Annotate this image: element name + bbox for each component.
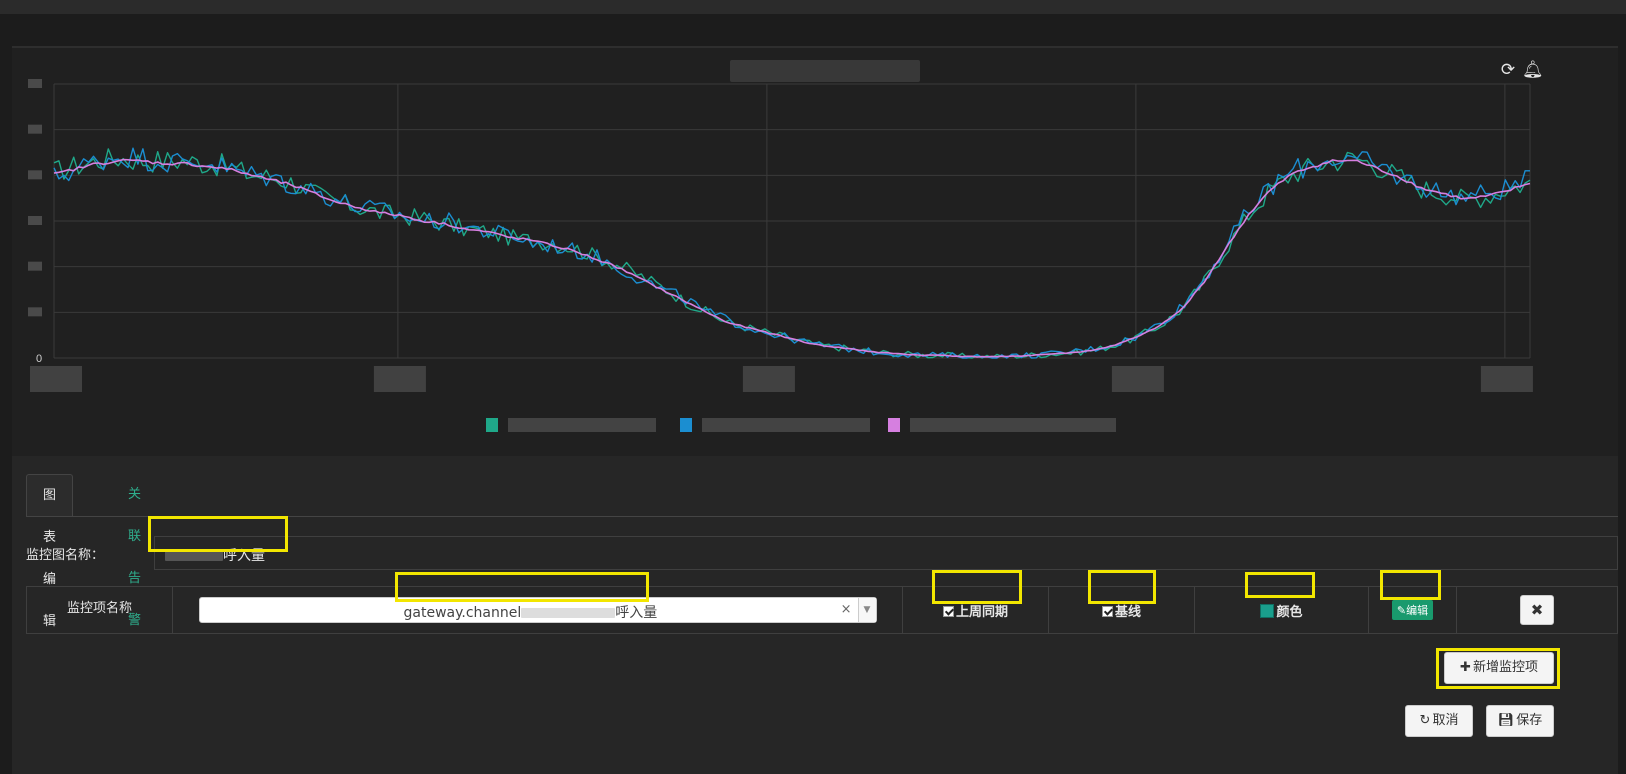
y-tick-label-redacted	[28, 307, 42, 317]
legend-label-redacted	[910, 418, 1116, 432]
redacted-text	[521, 608, 616, 618]
baseline-checkbox[interactable]: 基线	[1101, 605, 1141, 620]
y-tick-label-redacted	[28, 261, 42, 271]
tab-chart-edit[interactable]: 图表编辑	[26, 474, 74, 629]
chart-name-label: 监控图名称：	[26, 548, 105, 563]
x-tick-label-redacted	[1480, 366, 1533, 392]
edit-button[interactable]: ✎编辑	[1391, 600, 1434, 620]
refresh-icon[interactable]: ⟳	[1500, 60, 1516, 80]
chart-title-redacted	[730, 60, 920, 82]
clear-icon[interactable]: ×	[840, 602, 852, 617]
legend-label-redacted	[702, 418, 870, 432]
series-line	[53, 158, 1531, 358]
y-tick-label-redacted	[28, 79, 42, 88]
x-tick-label-redacted	[742, 366, 795, 392]
legend-swatch	[888, 418, 900, 432]
chart-name-input[interactable]: 呼入量	[154, 536, 1618, 570]
color-picker[interactable]: 颜色	[1260, 603, 1303, 620]
checkbox-checked-icon	[942, 605, 954, 617]
x-tick-label-redacted	[30, 366, 82, 392]
alarm-bell-icon[interactable]: 🔔︎	[1522, 60, 1544, 80]
x-tick-label-redacted	[1111, 366, 1164, 392]
last-week-checkbox[interactable]: 上周同期	[942, 605, 1008, 620]
y-tick-label-redacted	[28, 216, 42, 225]
series-line	[53, 148, 1531, 359]
table-row: 监控项名称 gateway.channel 呼入量 × ▼ 上周同期 基线 颜色 …	[26, 586, 1618, 634]
top-bar	[0, 0, 1626, 14]
cancel-button[interactable]: ↻ 取消	[1405, 705, 1473, 737]
chart-panel: ⟳ 🔔︎ 0	[12, 46, 1618, 456]
tab-divider	[26, 516, 1618, 517]
legend-swatch	[486, 418, 498, 432]
legend-swatch	[680, 418, 692, 432]
metric-select-value: gateway.channel 呼入量	[403, 605, 658, 621]
color-swatch	[1260, 603, 1275, 618]
x-tick-label-redacted	[373, 366, 426, 392]
add-metric-item-button[interactable]: ✚ 新增监控项	[1444, 652, 1554, 684]
chart-name-value: 呼入量	[165, 545, 265, 565]
redacted-text	[165, 551, 223, 561]
y-tick-label: 0	[36, 353, 42, 365]
metric-select[interactable]: gateway.channel 呼入量 × ▼	[198, 597, 877, 623]
metric-name-header: 监控项名称	[26, 586, 173, 634]
chart-editor: 图表编辑 关联告警 监控图名称： 呼入量 监控项名称 gateway.chann…	[12, 456, 1618, 774]
legend-label-redacted	[508, 418, 656, 432]
metric-items-table: 监控项名称 gateway.channel 呼入量 × ▼ 上周同期 基线 颜色 …	[26, 586, 1618, 634]
delete-item-button[interactable]: ✖	[1520, 595, 1554, 625]
tab-related-alarms[interactable]: 关联告警	[128, 487, 142, 628]
edit-icon: ✎	[1396, 604, 1407, 617]
plus-icon: ✚	[1460, 660, 1471, 675]
chart-name-suffix: 呼入量	[223, 548, 265, 564]
y-tick-label-redacted	[28, 170, 42, 180]
save-button[interactable]: 💾︎ 保存	[1486, 705, 1554, 737]
undo-icon: ↻	[1419, 713, 1431, 728]
chevron-down-icon[interactable]: ▼	[857, 598, 876, 622]
y-tick-label-redacted	[28, 124, 42, 134]
line-chart: 0	[28, 79, 1533, 432]
checkbox-checked-icon	[1101, 605, 1113, 617]
save-icon: 💾︎	[1497, 713, 1515, 728]
